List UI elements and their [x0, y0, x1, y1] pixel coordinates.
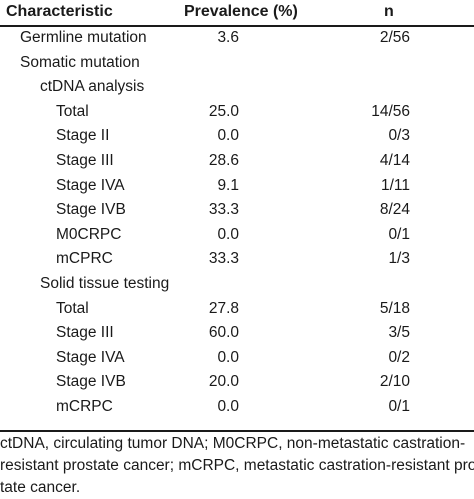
row-n: 0/3 — [388, 127, 410, 145]
table-row: ctDNA analysis — [0, 75, 474, 100]
header-prevalence: Prevalence (%) — [184, 3, 298, 20]
table-row: Stage IVB 33.3 8/24 — [0, 198, 474, 223]
bottom-rule — [0, 430, 474, 432]
table-row: mCRPC 0.0 0/1 — [0, 395, 474, 420]
row-prevalence: 28.6 — [208, 152, 239, 169]
row-n: 1/3 — [388, 250, 410, 268]
footnote-line-3: tate cancer. — [0, 479, 81, 496]
row-label: Stage III — [56, 152, 114, 169]
row-n: 14/56 — [371, 102, 410, 120]
row-prevalence: 33.3 — [208, 201, 239, 219]
table-row: Germline mutation 3.6 2/56 — [0, 26, 474, 51]
row-label: ctDNA analysis — [40, 78, 145, 96]
row-label: Somatic mutation — [20, 53, 140, 71]
row-prevalence: 0.0 — [217, 398, 239, 415]
row-prevalence: 3.6 — [217, 29, 239, 46]
row-n: 5/18 — [379, 299, 410, 317]
row-n: 0/1 — [388, 225, 410, 243]
table-row: Stage III 60.0 3/5 — [0, 321, 474, 346]
row-prevalence: 0.0 — [217, 127, 239, 145]
row-n: 8/24 — [379, 201, 410, 219]
row-prevalence: 60.0 — [208, 324, 239, 342]
header-characteristic: Characteristic — [6, 3, 113, 20]
table-row: Somatic mutation — [0, 51, 474, 76]
table-row: Stage III 28.6 4/14 — [0, 149, 474, 174]
table-footnote: ctDNA, circulating tumor DNA; M0CRPC, no… — [0, 433, 474, 499]
row-label: Stage II — [56, 127, 110, 145]
row-prevalence: 9.1 — [217, 176, 239, 194]
table-row: Solid tissue testing — [0, 272, 474, 297]
row-n: 3/5 — [388, 324, 410, 342]
header-n: n — [384, 3, 394, 20]
footnote-line-2: resistant prostate cancer; mCRPC, metast… — [0, 457, 474, 474]
table-row: M0CRPC 0.0 0/1 — [0, 223, 474, 248]
row-n: 4/14 — [379, 152, 410, 169]
row-label: Stage IVB — [56, 373, 126, 391]
table-row: Total 25.0 14/56 — [0, 100, 474, 125]
row-n: 2/10 — [379, 373, 410, 391]
header-rule — [0, 25, 474, 27]
footnote-line-1: ctDNA, circulating tumor DNA; M0CRPC, no… — [0, 435, 466, 452]
table-row: Stage IVA 0.0 0/2 — [0, 346, 474, 371]
row-label: mCPRC — [56, 250, 113, 268]
table-header: Characteristic Prevalence (%) n — [0, 0, 474, 26]
row-label: M0CRPC — [56, 225, 122, 243]
row-prevalence: 33.3 — [208, 250, 239, 268]
row-prevalence: 20.0 — [208, 373, 239, 391]
row-prevalence: 0.0 — [217, 348, 239, 366]
row-label: Solid tissue testing — [40, 275, 170, 292]
row-label: Germline mutation — [20, 29, 147, 46]
table-row: Total 27.8 5/18 — [0, 297, 474, 322]
row-label: Total — [56, 299, 89, 317]
row-prevalence: 25.0 — [208, 102, 239, 120]
row-prevalence: 0.0 — [217, 225, 239, 243]
table-row: Stage IVA 9.1 1/11 — [0, 174, 474, 199]
row-n: 0/2 — [388, 348, 410, 366]
row-label: Total — [56, 102, 89, 120]
row-n: 0/1 — [388, 398, 410, 415]
row-prevalence: 27.8 — [208, 299, 239, 317]
row-n: 2/56 — [379, 29, 410, 46]
table-row: mCPRC 33.3 1/3 — [0, 247, 474, 272]
row-label: mCRPC — [56, 398, 113, 415]
row-n: 1/11 — [380, 176, 410, 194]
row-label: Stage IVA — [56, 348, 125, 366]
table-row: Stage IVB 20.0 2/10 — [0, 370, 474, 395]
row-label: Stage III — [56, 324, 114, 342]
table-row: Stage II 0.0 0/3 — [0, 124, 474, 149]
row-label: Stage IVB — [56, 201, 126, 219]
row-label: Stage IVA — [56, 176, 125, 194]
